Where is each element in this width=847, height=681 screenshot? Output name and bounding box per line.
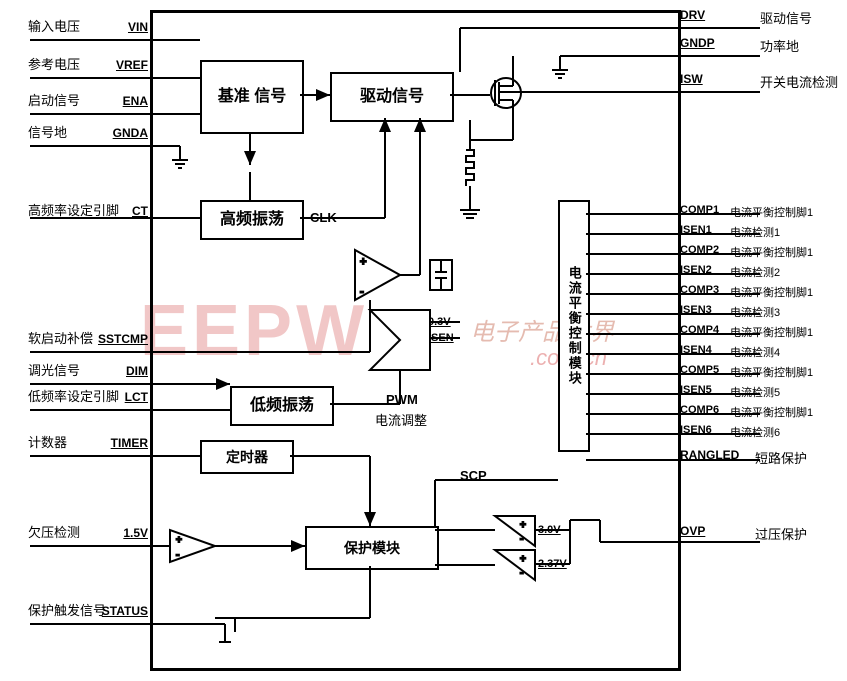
pin-ENA: ENA — [123, 94, 148, 108]
svg-text:+: + — [176, 535, 182, 546]
pin-COMP1: COMP1 — [680, 204, 719, 216]
cn-ISEN2: 电流检测2 — [730, 264, 780, 280]
cn-RANGLED: 短路保护 — [755, 448, 807, 467]
cn-DRV: 驱动信号 — [760, 8, 812, 27]
cn-CT: 高频率设定引脚 — [28, 200, 119, 219]
pin-DIM: DIM — [126, 364, 148, 378]
cn-LCT: 低频率设定引脚 — [28, 386, 119, 405]
pin-ISW: ISW — [680, 72, 703, 86]
pin-ISEN2: ISEN2 — [680, 264, 712, 276]
cn-COMP3: 电流平衡控制脚1 — [730, 284, 813, 300]
pin-VIN: VIN — [128, 20, 148, 34]
cn-GNDA: 信号地 — [28, 122, 67, 141]
cn-STATUS: 保护触发信号 — [28, 600, 106, 619]
cn-COMP5: 电流平衡控制脚1 — [730, 364, 813, 380]
cn-COMP4: 电流平衡控制脚1 — [730, 324, 813, 340]
pin-COMP6: COMP6 — [680, 404, 719, 416]
diagram-canvas: EEPW 电子产品世界 .com.cn 基准 信号 驱动信号 高频振荡 低频振荡… — [0, 0, 847, 681]
svg-text:+: + — [520, 520, 526, 531]
pin-COMP5: COMP5 — [680, 364, 719, 376]
cn-COMP6: 电流平衡控制脚1 — [730, 404, 813, 420]
cn-ISEN1: 电流检测1 — [730, 224, 780, 240]
pin-RANGLED: RANGLED — [680, 448, 739, 462]
pin-ISEN5: ISEN5 — [680, 384, 712, 396]
cn-COMP1: 电流平衡控制脚1 — [730, 204, 813, 220]
pin-1.5V: 1.5V — [123, 526, 148, 540]
pin-ISEN6: ISEN6 — [680, 424, 712, 436]
cn-ISEN5: 电流检测5 — [730, 384, 780, 400]
pin-GNDA: GNDA — [113, 126, 148, 140]
pin-CT: CT — [132, 204, 148, 218]
pin-VREF: VREF — [116, 58, 148, 72]
cn-ISEN3: 电流检测3 — [730, 304, 780, 320]
pin-COMP2: COMP2 — [680, 244, 719, 256]
cn-1.5V: 欠压检测 — [28, 522, 80, 541]
svg-text:-: - — [520, 568, 523, 579]
pin-TIMER: TIMER — [111, 436, 148, 450]
svg-text:+: + — [360, 256, 366, 268]
cn-VREF: 参考电压 — [28, 54, 80, 73]
pin-LCT: LCT — [125, 390, 148, 404]
cn-DIM: 调光信号 — [28, 360, 80, 379]
cn-ISEN4: 电流检测4 — [730, 344, 780, 360]
cn-ISW: 开关电流检测 — [760, 72, 838, 91]
cn-ISEN6: 电流检测6 — [730, 424, 780, 440]
pin-ISEN1: ISEN1 — [680, 224, 712, 236]
cn-ENA: 启动信号 — [28, 90, 80, 109]
svg-text:-: - — [520, 534, 523, 545]
pin-SSTCMP: SSTCMP — [98, 332, 148, 346]
cn-COMP2: 电流平衡控制脚1 — [730, 244, 813, 260]
pin-COMP3: COMP3 — [680, 284, 719, 296]
pin-COMP4: COMP4 — [680, 324, 719, 336]
pin-DRV: DRV — [680, 8, 705, 22]
pin-ISEN4: ISEN4 — [680, 344, 712, 356]
cn-OVP: 过压保护 — [755, 524, 807, 543]
cn-SSTCMP: 软启动补偿 — [28, 328, 93, 347]
pin-STATUS: STATUS — [102, 604, 148, 618]
svg-text:+: + — [520, 554, 526, 565]
cn-TIMER: 计数器 — [28, 432, 67, 451]
svg-text:-: - — [176, 550, 179, 561]
cn-GNDP: 功率地 — [760, 36, 799, 55]
svg-text:-: - — [360, 286, 364, 298]
pin-OVP: OVP — [680, 524, 705, 538]
pin-GNDP: GNDP — [680, 36, 715, 50]
cn-VIN: 输入电压 — [28, 16, 80, 35]
pin-ISEN3: ISEN3 — [680, 304, 712, 316]
